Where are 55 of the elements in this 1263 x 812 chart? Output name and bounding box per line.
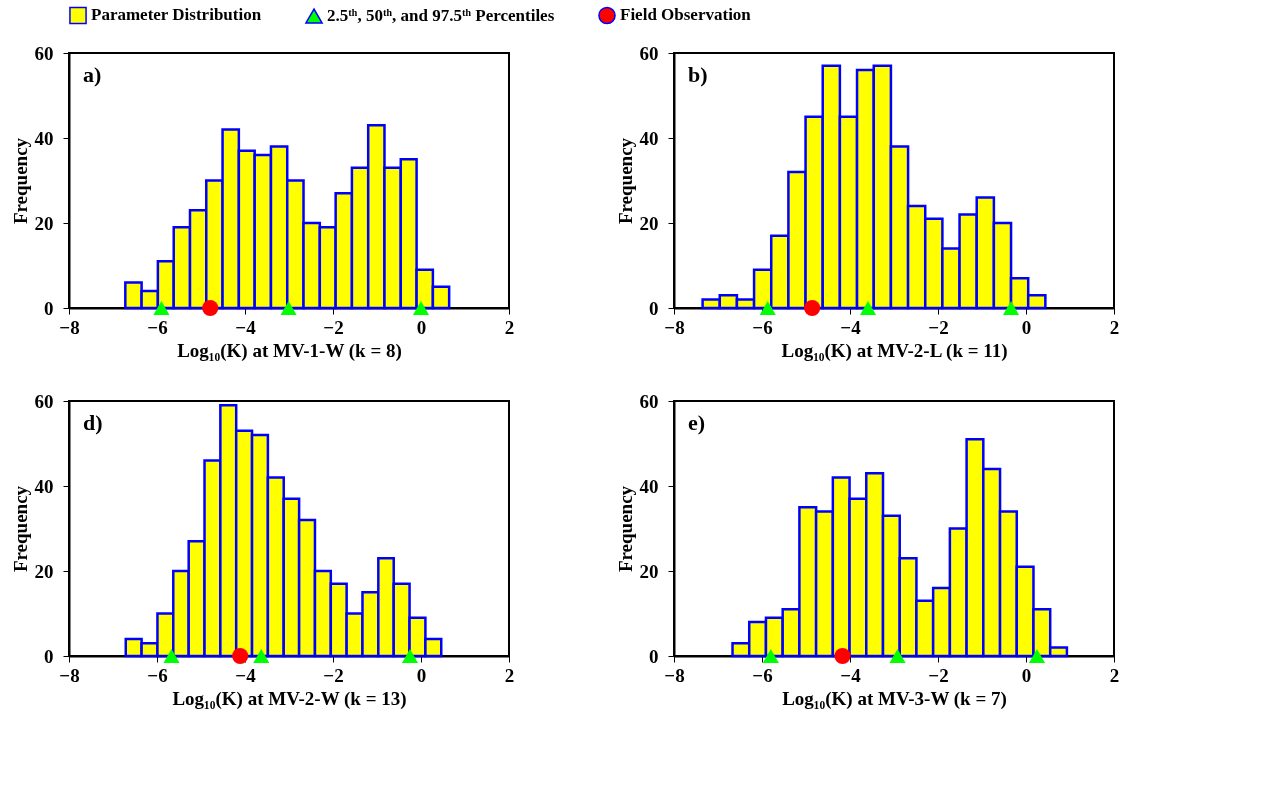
- y-tick-label: 0: [44, 645, 54, 667]
- x-tick-label: 0: [1021, 664, 1032, 686]
- y-tick-label: 20: [34, 560, 54, 582]
- annotation: a): [83, 62, 102, 87]
- annotation: e): [688, 410, 706, 435]
- legend-label: Parameter Distribution: [91, 5, 262, 25]
- x-axis-title: Log₁₀(K) at MV-1-W (k = 8): [177, 339, 402, 362]
- y-axis-title: Frequency: [614, 137, 636, 225]
- y-tick-label: 60: [34, 42, 54, 64]
- y-tick-label: 0: [649, 297, 659, 319]
- y-tick-label: 20: [639, 560, 659, 582]
- x-tick-label: 0: [416, 664, 427, 686]
- legend-label: 2.5ᵗʰ, 50ᵗʰ, and 97.5ᵗʰ Percentiles: [327, 6, 555, 26]
- x-axis-title: Log₁₀(K) at MV-3-W (k = 7): [782, 687, 1007, 710]
- x-tick-label: −6: [752, 316, 773, 338]
- annotation: d): [83, 410, 103, 435]
- y-tick-label: 40: [34, 475, 54, 497]
- y-tick-label: 60: [34, 390, 54, 412]
- x-tick-label: −2: [928, 664, 949, 686]
- x-tick-label: 2: [504, 664, 515, 686]
- y-tick-label: 40: [639, 475, 659, 497]
- x-tick-label: −6: [147, 316, 168, 338]
- x-tick-label: −8: [59, 664, 80, 686]
- x-tick-label: −8: [59, 316, 80, 338]
- x-tick-label: 2: [1109, 664, 1120, 686]
- y-axis-title: Frequency: [9, 137, 31, 225]
- y-tick-label: 20: [34, 212, 54, 234]
- x-tick-label: −4: [235, 664, 257, 686]
- x-tick-label: 0: [1021, 316, 1032, 338]
- x-tick-label: −4: [840, 664, 862, 686]
- x-tick-label: 2: [504, 316, 515, 338]
- x-tick-label: −4: [840, 316, 862, 338]
- x-axis-title: Log₁₀(K) at MV-2-W (k = 13): [172, 687, 407, 710]
- x-tick-label: −6: [752, 664, 773, 686]
- x-tick-label: −8: [664, 664, 685, 686]
- x-axis-title: Log₁₀(K) at MV-2-L (k = 11): [781, 339, 1008, 362]
- y-axis-title: Frequency: [9, 485, 31, 573]
- x-tick-label: 0: [416, 316, 427, 338]
- legend-label: Field Observation: [620, 5, 752, 25]
- y-tick-label: 40: [34, 127, 54, 149]
- y-tick-label: 20: [639, 212, 659, 234]
- x-tick-label: −4: [235, 316, 257, 338]
- y-axis-title: Frequency: [614, 485, 636, 573]
- y-tick-label: 60: [639, 390, 659, 412]
- x-tick-label: −2: [323, 664, 344, 686]
- x-tick-label: −2: [928, 316, 949, 338]
- x-tick-label: −6: [147, 664, 168, 686]
- x-tick-label: −8: [664, 316, 685, 338]
- annotation: b): [688, 62, 708, 87]
- x-tick-label: 2: [1109, 316, 1120, 338]
- x-tick-label: −2: [323, 316, 344, 338]
- y-tick-label: 0: [44, 297, 54, 319]
- y-tick-label: 40: [639, 127, 659, 149]
- y-tick-label: 0: [649, 645, 659, 667]
- y-tick-label: 60: [639, 42, 659, 64]
